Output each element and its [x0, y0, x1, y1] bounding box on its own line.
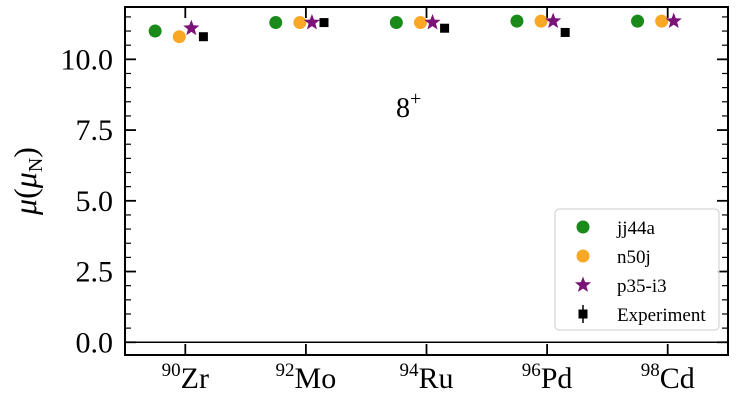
- point-jj44a: [389, 16, 403, 30]
- x-category-label: 92Mo: [276, 360, 337, 395]
- point-p35-i3: [183, 19, 200, 36]
- legend-label: p35-i3: [617, 276, 667, 297]
- legend-marker-jj44a: [576, 220, 590, 234]
- x-category-label: 90Zr: [162, 360, 209, 395]
- y-axis-label: μ(μN): [7, 147, 47, 216]
- y-tick-label: 2.5: [76, 256, 114, 289]
- legend-label: Experiment: [617, 305, 706, 326]
- point-jj44a: [148, 24, 162, 38]
- point-experiment: [440, 23, 450, 33]
- point-p35-i3: [545, 12, 562, 29]
- point-p35-i3: [424, 14, 441, 30]
- x-category-label: 96Pd: [522, 360, 573, 395]
- x-category-label: 94Ru: [399, 360, 453, 395]
- point-p35-i3: [303, 14, 321, 30]
- point-jj44a: [510, 14, 524, 28]
- y-tick-label: 10.0: [61, 43, 114, 76]
- point-experiment: [319, 18, 329, 28]
- point-n50j: [534, 14, 548, 28]
- legend-marker-n50j: [576, 249, 590, 263]
- point-experiment: [198, 32, 208, 42]
- legend-label: n50j: [617, 247, 651, 268]
- point-jj44a: [631, 14, 645, 28]
- point-n50j: [172, 30, 186, 44]
- y-tick-label: 7.5: [76, 114, 114, 147]
- point-n50j: [293, 16, 307, 30]
- point-p35-i3: [665, 12, 682, 29]
- legend-label: jj44a: [616, 218, 656, 239]
- y-tick-label: 5.0: [76, 185, 114, 218]
- legend-box: [554, 208, 720, 331]
- x-category-label: 98Cd: [641, 360, 695, 395]
- y-tick-label: 0.0: [76, 326, 114, 359]
- point-jj44a: [269, 16, 283, 30]
- spin-annotation: 8+: [396, 88, 421, 124]
- point-n50j: [655, 14, 669, 28]
- point-experiment: [560, 27, 570, 37]
- legend-marker-p35-i3: [574, 276, 592, 292]
- point-n50j: [413, 16, 427, 30]
